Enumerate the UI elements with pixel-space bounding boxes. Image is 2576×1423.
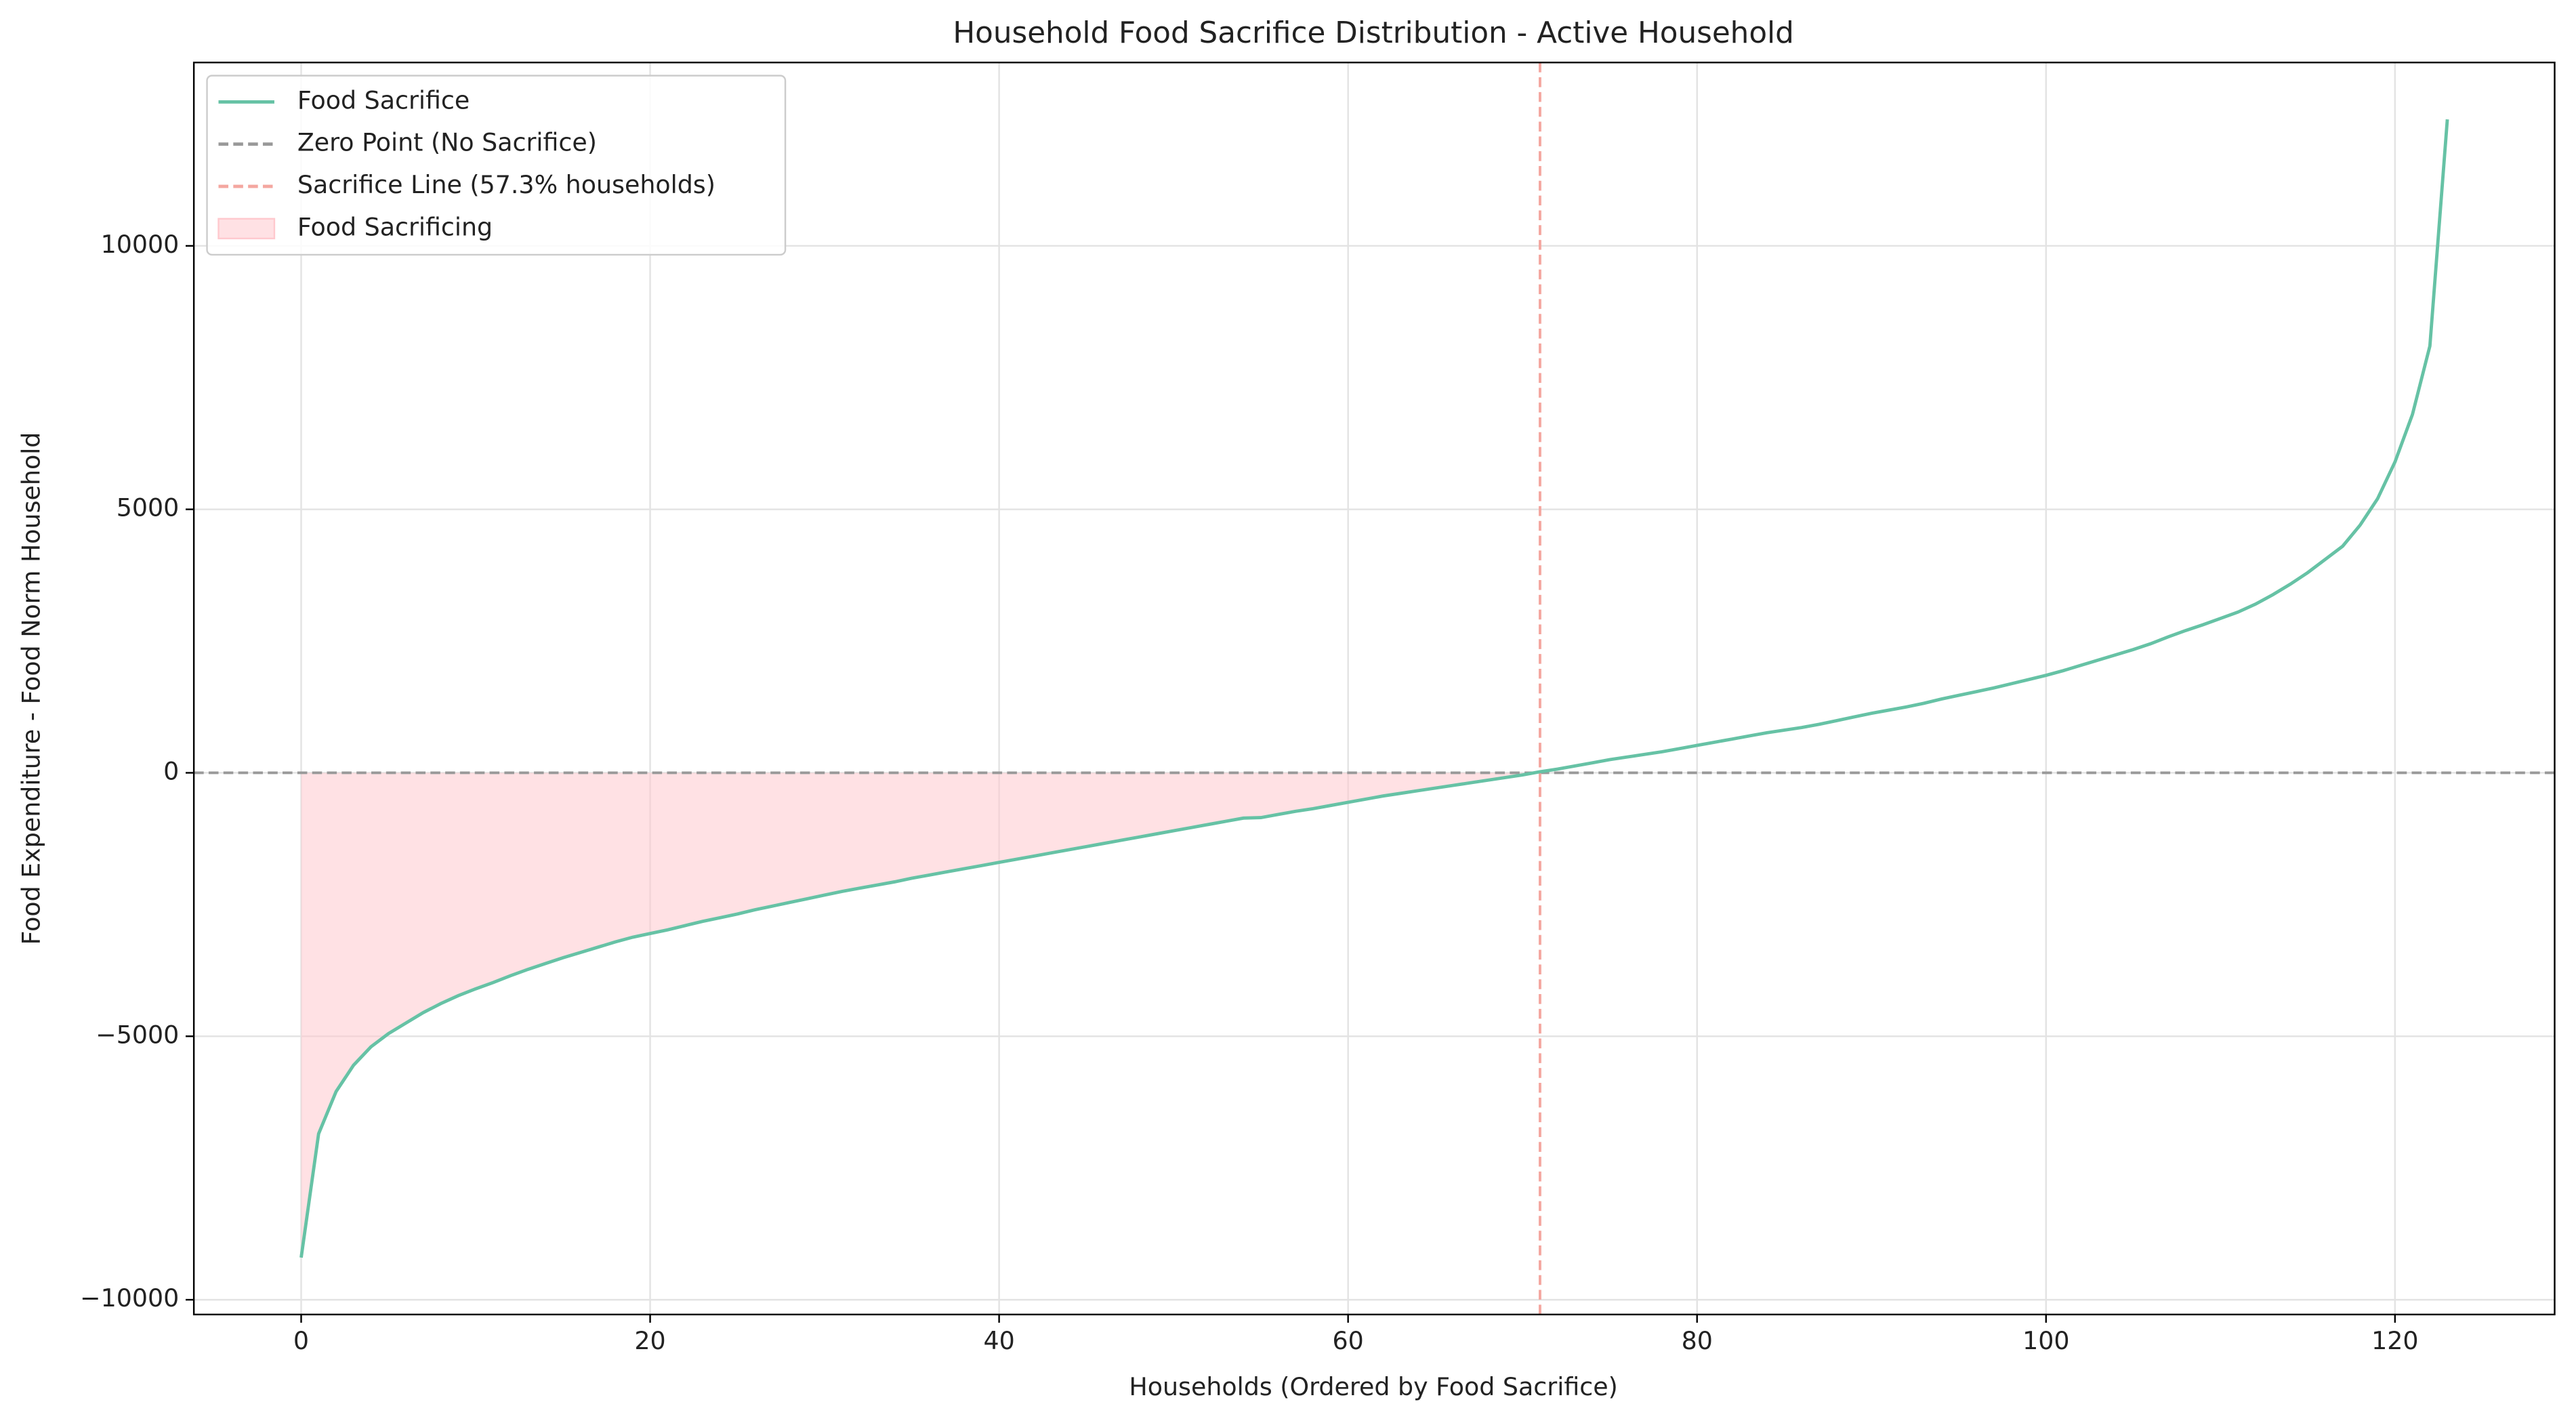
legend-label: Food Sacrificing <box>297 212 493 241</box>
legend-box <box>206 75 787 256</box>
legend-label: Zero Point (No Sacrifice) <box>297 128 597 157</box>
x-tick-label: 100 <box>2022 1326 2069 1355</box>
y-tick-label: 0 <box>163 756 179 785</box>
marks <box>194 62 2555 1315</box>
y-tick-label: 5000 <box>117 493 180 522</box>
x-tick-label: 120 <box>2371 1326 2418 1355</box>
legend: Food Sacrifice Zero Point (No Sacrifice) S… <box>206 75 787 256</box>
x-tick-label: 40 <box>983 1326 1014 1355</box>
line-series <box>299 119 2449 1258</box>
x-tick-label: 60 <box>1333 1326 1364 1355</box>
sacrifice-area <box>301 772 1523 1258</box>
x-axis-label: Households (Ordered by Food Sacrifice) <box>1129 1372 1617 1401</box>
plot-frame <box>192 62 2556 1316</box>
y-tick-label: −5000 <box>96 1020 179 1049</box>
legend-label: Sacrifice Line (57.3% households) <box>297 170 715 199</box>
chart-title: Household Food Sacrifice Distribution - … <box>953 16 1794 50</box>
legend-swatch <box>217 218 276 240</box>
x-tick-label: 80 <box>1682 1326 1713 1355</box>
y-tick-label: 10000 <box>101 230 180 259</box>
y-tick-label: −10000 <box>80 1283 179 1313</box>
x-tick-label: 20 <box>634 1326 665 1355</box>
y-axis-label: Food Expenditure - Food Norm Household <box>16 432 45 945</box>
legend-label: Food Sacrifice <box>297 85 470 115</box>
x-tick-label: 0 <box>293 1326 309 1355</box>
